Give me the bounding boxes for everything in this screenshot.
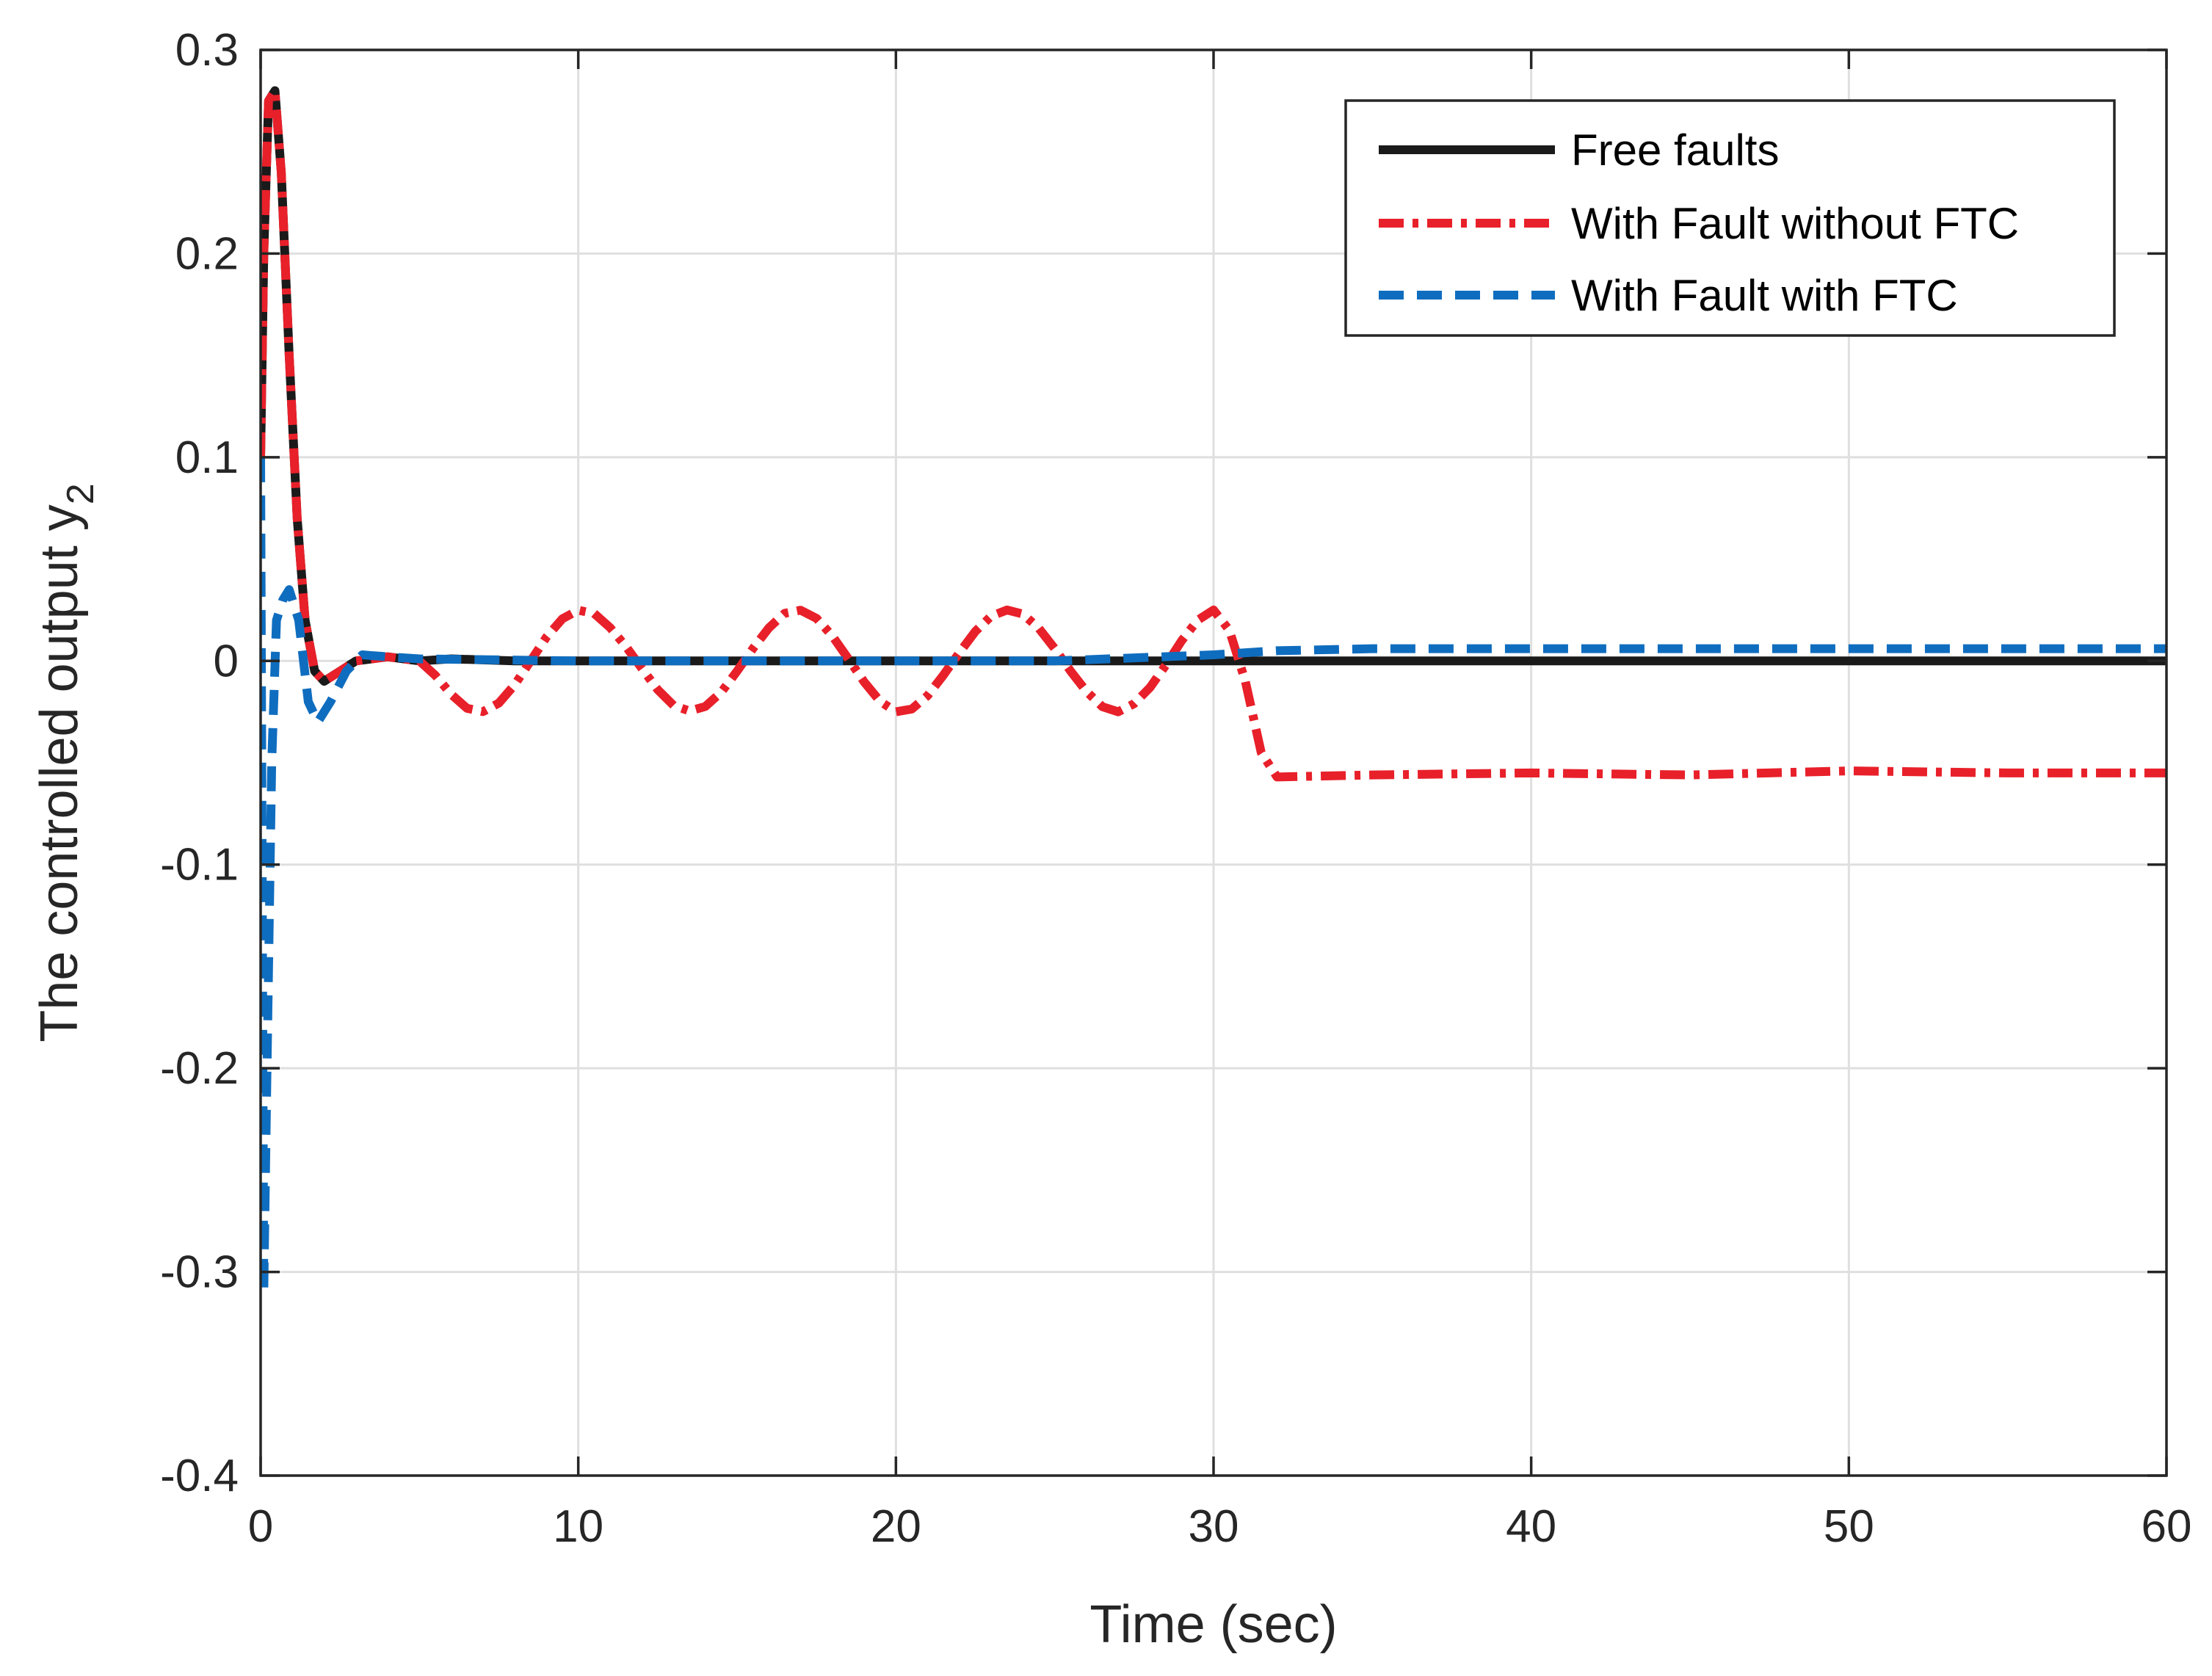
x-tick-label: 0: [248, 1501, 273, 1552]
series-line-3: [261, 457, 2166, 1297]
x-tick-label: 40: [1506, 1501, 1556, 1552]
y-tick-label: -0.4: [160, 1451, 239, 1501]
y-tick-label: 0.3: [175, 25, 239, 76]
series-layer: [261, 86, 2166, 1297]
x-tick-label: 20: [871, 1501, 921, 1552]
legend: Free faults With Fault without FTC With Fa…: [1344, 99, 2116, 337]
y-tick-label: -0.1: [160, 840, 239, 890]
y-tick-label: 0.1: [175, 432, 239, 483]
y-tick-label: 0.2: [175, 228, 239, 279]
legend-label-3: With Fault with FTC: [1571, 271, 1958, 320]
y-tick-label: -0.3: [160, 1247, 239, 1298]
y-tick-label: -0.2: [160, 1043, 239, 1094]
x-tick-label: 10: [553, 1501, 603, 1552]
x-axis-title: Time (sec): [1089, 1595, 1337, 1654]
tick-labels: 0 10 20 30 40 50 60 -0.4 -0.3 -0.2 -0.1 0 0.1 0.2 0.3: [160, 25, 2191, 1552]
legend-label-1: Free faults: [1571, 126, 1779, 175]
series-line-2: [261, 86, 2166, 782]
x-tick-label: 50: [1824, 1501, 1874, 1552]
x-tick-label: 30: [1189, 1501, 1239, 1552]
legend-label-2: With Fault without FTC: [1571, 199, 2019, 248]
ticks: [259, 48, 2168, 1477]
x-tick-label: 60: [2142, 1501, 2192, 1552]
y-axis-title-main: The controlled output y: [30, 504, 89, 1042]
y-axis-title: The controlled output y2: [30, 483, 102, 1042]
y-tick-label: 0: [214, 636, 239, 686]
y-axis-title-subscript: 2: [59, 483, 102, 504]
